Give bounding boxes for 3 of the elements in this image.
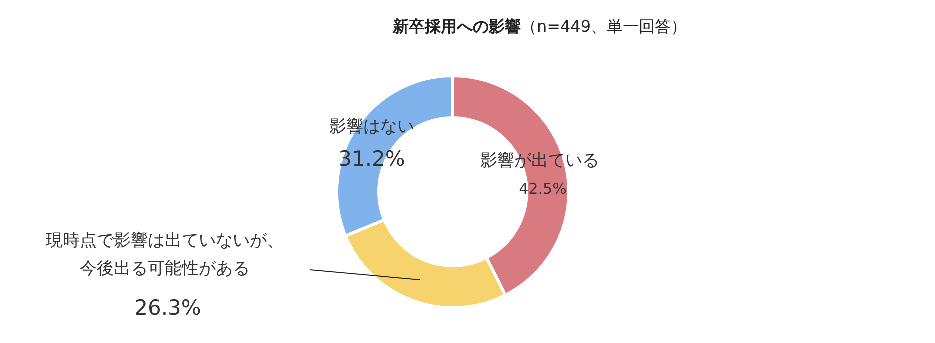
slice-label: 現時点で影響は出ていないが、今後出る可能性がある [45, 230, 285, 281]
data-label: 26.3% [134, 296, 202, 320]
chart-title: 新卒採用への影響（n=449、単一回答） [392, 17, 688, 36]
